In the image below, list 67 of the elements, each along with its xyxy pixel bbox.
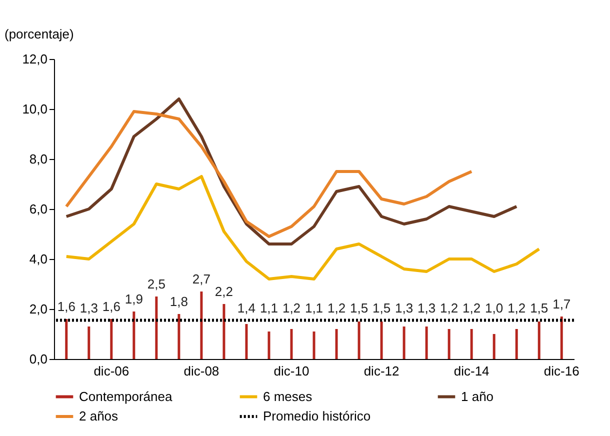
data-label: 1,7 <box>552 296 571 312</box>
line-series <box>64 98 518 246</box>
x-tick-label: dic-08 <box>184 364 220 378</box>
bar <box>200 292 203 359</box>
y-tick-label: 10,0 <box>22 102 48 116</box>
data-label: 2,2 <box>214 284 233 299</box>
bar <box>358 322 360 359</box>
bar <box>560 316 563 359</box>
bar <box>380 322 383 359</box>
data-label: 1,2 <box>508 300 526 316</box>
data-label: 1,2 <box>327 300 346 316</box>
data-label: 2,5 <box>147 276 166 292</box>
bar <box>335 329 338 359</box>
legend-label: 2 años <box>79 408 119 424</box>
bar <box>515 329 518 359</box>
data-label: 1,6 <box>57 299 76 314</box>
legend-label: Promedio histórico <box>263 408 371 424</box>
data-label: 1,3 <box>418 300 436 316</box>
line-series <box>64 110 474 238</box>
bar <box>155 296 158 359</box>
x-tick-label: dic-16 <box>544 364 580 378</box>
data-label: 1,6 <box>102 299 120 314</box>
y-tick-label: 4,0 <box>29 252 48 266</box>
data-label: 1,5 <box>350 300 368 316</box>
data-label: 1,0 <box>485 300 504 316</box>
bar <box>448 329 450 359</box>
bar <box>492 334 496 359</box>
y-tick-label: 0,0 <box>29 352 48 366</box>
legend-label: 1 año <box>461 388 494 404</box>
bar <box>110 319 113 359</box>
bar <box>268 332 270 359</box>
y-tick-label: 2,0 <box>29 302 48 316</box>
bar <box>538 322 540 359</box>
bar <box>132 312 136 359</box>
data-label: 1,1 <box>304 300 324 316</box>
data-label: 1,4 <box>237 300 256 316</box>
y-tick-label: 12,0 <box>22 52 48 66</box>
data-label: 1,1 <box>260 300 278 316</box>
data-label: 2,7 <box>192 272 210 286</box>
data-label: 1,3 <box>395 300 414 316</box>
bar <box>470 329 473 359</box>
y-tick-label: 8,0 <box>29 152 48 166</box>
bar <box>245 324 248 359</box>
bar <box>290 329 293 359</box>
legend-label: 6 meses <box>263 388 313 404</box>
legend-label: Contemporánea <box>79 388 173 404</box>
y-tick-label: 6,0 <box>29 202 48 216</box>
data-label: 1,8 <box>170 294 188 309</box>
y-axis-title: (porcentaje) <box>4 26 74 42</box>
data-label: 1,5 <box>372 300 391 316</box>
bar <box>222 304 226 359</box>
bar <box>402 326 406 359</box>
data-label: 1,2 <box>282 300 301 316</box>
bar <box>178 314 180 359</box>
data-label: 1,3 <box>80 300 98 316</box>
x-tick-label: dic-12 <box>364 364 400 378</box>
data-label: 1,2 <box>440 300 458 316</box>
data-label: 1,2 <box>462 300 481 316</box>
x-tick-label: dic-14 <box>454 364 490 378</box>
bar <box>425 326 428 359</box>
x-tick-label: dic-06 <box>94 364 130 378</box>
bar <box>312 332 316 359</box>
x-tick-label: dic-10 <box>274 364 310 378</box>
data-label: 1,9 <box>124 292 143 306</box>
bar <box>88 326 90 359</box>
bar <box>65 319 68 359</box>
data-label: 1,5 <box>530 300 548 316</box>
